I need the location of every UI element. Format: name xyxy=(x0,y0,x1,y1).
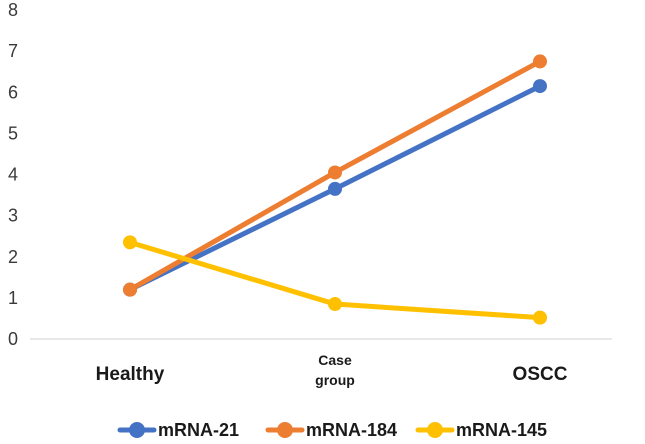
y-tick-label: 7 xyxy=(8,41,18,61)
y-tick-label: 0 xyxy=(8,329,18,349)
legend-label: mRNA-21 xyxy=(158,420,239,440)
y-tick-label: 3 xyxy=(8,206,18,226)
legend-label: mRNA-184 xyxy=(306,420,397,440)
y-tick-label: 4 xyxy=(8,165,18,185)
x-tick-label: Healthy xyxy=(96,364,165,385)
y-tick-label: 2 xyxy=(8,247,18,267)
x-tick-label-line: OSCC xyxy=(513,364,568,385)
series-points xyxy=(123,54,547,325)
data-point-mRNA-145-Healthy xyxy=(123,235,137,250)
y-axis: 0 1 2 3 4 5 6 7 8 xyxy=(8,0,18,349)
legend-item-mRNA-21: mRNA-21 xyxy=(117,420,239,440)
legend-item-mRNA-184: mRNA-184 xyxy=(265,420,397,440)
x-tick-label-line: Case xyxy=(318,352,352,368)
x-tick-label-line: Healthy xyxy=(96,364,165,385)
y-tick-label: 8 xyxy=(8,0,18,20)
x-tick-label: OSCC xyxy=(513,364,568,385)
data-point-mRNA-21-OSCC xyxy=(533,79,547,94)
data-point-mRNA-21-Case-group xyxy=(328,181,342,196)
x-axis: Healthy Case group OSCC xyxy=(96,352,568,388)
y-tick-label: 5 xyxy=(8,123,18,143)
legend-swatch-marker xyxy=(277,422,293,438)
y-tick-label: 6 xyxy=(8,82,18,102)
legend: mRNA-21 mRNA-184 mRNA-145 xyxy=(117,420,547,440)
legend-swatch-marker xyxy=(129,422,145,438)
y-tick-label: 1 xyxy=(8,288,18,308)
data-point-mRNA-184-Healthy xyxy=(123,282,137,297)
data-point-mRNA-145-OSCC xyxy=(533,310,547,325)
legend-swatch-marker xyxy=(427,422,443,438)
x-tick-label-line: group xyxy=(315,372,355,388)
x-tick-label: Case group xyxy=(315,352,355,388)
data-point-mRNA-145-Case-group xyxy=(328,297,342,312)
legend-item-mRNA-145: mRNA-145 xyxy=(415,420,547,440)
legend-label: mRNA-145 xyxy=(456,420,547,440)
data-point-mRNA-184-Case-group xyxy=(328,165,342,180)
data-point-mRNA-184-OSCC xyxy=(533,54,547,69)
